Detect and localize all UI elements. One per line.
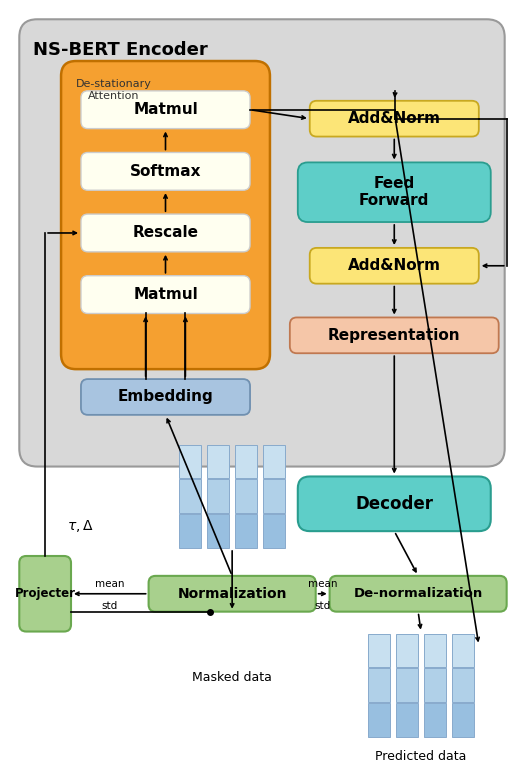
Text: Rescale: Rescale xyxy=(133,225,198,241)
FancyBboxPatch shape xyxy=(19,556,71,631)
Text: mean: mean xyxy=(308,579,337,589)
FancyBboxPatch shape xyxy=(61,61,270,369)
Bar xyxy=(179,514,202,548)
Bar xyxy=(179,445,202,479)
FancyBboxPatch shape xyxy=(310,248,479,283)
Text: Masked data: Masked data xyxy=(192,671,272,684)
Bar xyxy=(368,703,390,737)
Bar xyxy=(452,668,474,702)
FancyBboxPatch shape xyxy=(290,317,499,353)
Text: Decoder: Decoder xyxy=(355,495,433,512)
Bar xyxy=(207,445,229,479)
FancyBboxPatch shape xyxy=(149,576,315,612)
Bar xyxy=(179,480,202,513)
Bar xyxy=(235,445,257,479)
Bar xyxy=(263,445,285,479)
Text: Feed
Forward: Feed Forward xyxy=(359,176,429,208)
FancyBboxPatch shape xyxy=(81,379,250,415)
Bar xyxy=(452,633,474,667)
Text: Softmax: Softmax xyxy=(130,164,202,178)
Text: std: std xyxy=(102,601,118,611)
FancyBboxPatch shape xyxy=(310,101,479,136)
Text: Embedding: Embedding xyxy=(118,389,213,404)
Bar xyxy=(207,480,229,513)
FancyBboxPatch shape xyxy=(81,214,250,252)
Bar xyxy=(235,480,257,513)
Bar xyxy=(368,633,390,667)
Bar xyxy=(424,668,446,702)
Text: mean: mean xyxy=(95,579,124,589)
FancyBboxPatch shape xyxy=(81,91,250,129)
Text: De-normalization: De-normalization xyxy=(353,588,483,601)
FancyBboxPatch shape xyxy=(19,19,505,466)
Text: Predicted data: Predicted data xyxy=(376,750,467,763)
FancyBboxPatch shape xyxy=(329,576,507,612)
Bar xyxy=(368,668,390,702)
Bar xyxy=(452,703,474,737)
Bar xyxy=(263,480,285,513)
Text: Add&Norm: Add&Norm xyxy=(348,111,441,126)
Text: $\tau,\Delta$: $\tau,\Delta$ xyxy=(67,518,94,534)
Text: Projecter: Projecter xyxy=(15,588,76,601)
Bar xyxy=(207,514,229,548)
Bar xyxy=(396,668,418,702)
Bar xyxy=(424,633,446,667)
Text: Matmul: Matmul xyxy=(133,102,198,117)
Text: Matmul: Matmul xyxy=(133,287,198,302)
Text: NS-BERT Encoder: NS-BERT Encoder xyxy=(33,41,208,59)
Text: std: std xyxy=(314,601,331,611)
Bar xyxy=(424,703,446,737)
Bar xyxy=(396,633,418,667)
Text: De-stationary
Attention: De-stationary Attention xyxy=(76,79,152,100)
FancyBboxPatch shape xyxy=(81,276,250,313)
FancyBboxPatch shape xyxy=(298,162,491,222)
Text: Representation: Representation xyxy=(328,328,461,343)
Bar xyxy=(235,514,257,548)
Bar xyxy=(263,514,285,548)
FancyBboxPatch shape xyxy=(298,476,491,531)
Bar xyxy=(396,703,418,737)
FancyBboxPatch shape xyxy=(81,152,250,190)
Text: Add&Norm: Add&Norm xyxy=(348,258,441,273)
Text: Normalization: Normalization xyxy=(177,587,287,601)
